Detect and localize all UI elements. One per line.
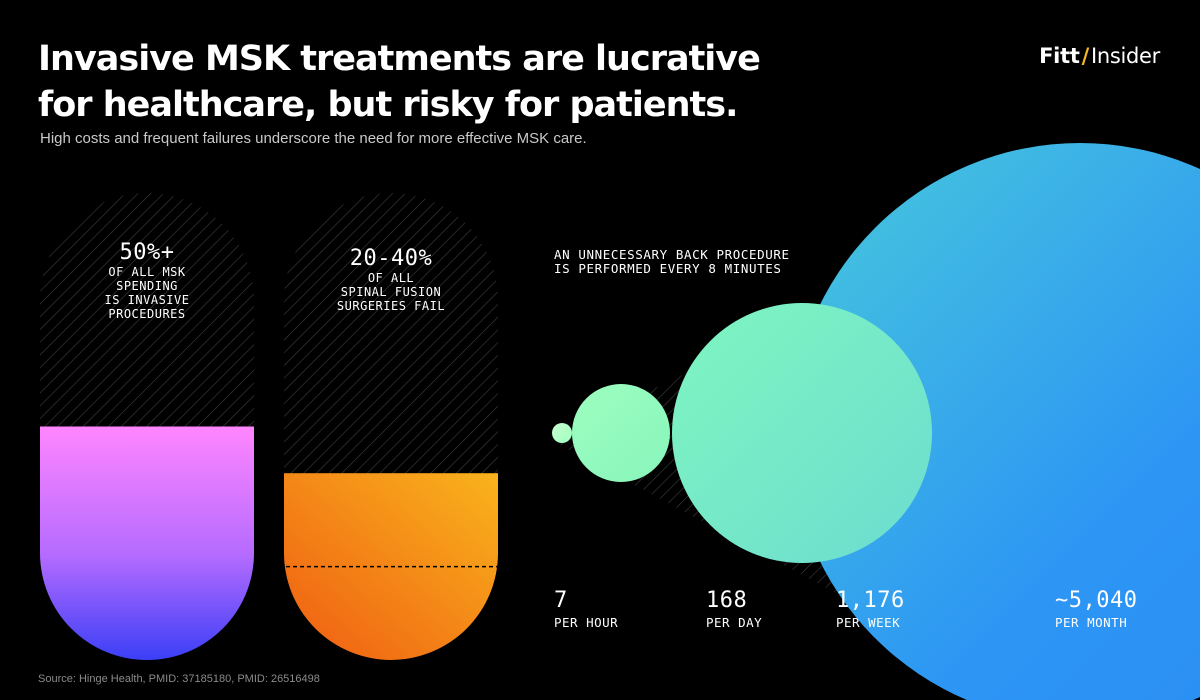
bubble-chart-title: AN UNNECESSARY BACK PROCEDURE IS PERFORM… bbox=[554, 247, 790, 276]
pill-fusion bbox=[284, 193, 498, 660]
page-subtitle: High costs and frequent failures undersc… bbox=[40, 130, 587, 147]
stat-per-month-value: ~5,040 bbox=[1055, 588, 1138, 613]
stat-per-day-value: 168 bbox=[706, 588, 748, 613]
stat-per-month: ~5,040 PER MONTH bbox=[1055, 588, 1137, 630]
pill-spending-label: OF ALL MSK SPENDING IS INVASIVE PROCEDUR… bbox=[104, 265, 190, 321]
pill-spending bbox=[40, 193, 254, 660]
source-note: Source: Hinge Health, PMID: 37185180, PM… bbox=[38, 673, 320, 685]
bubble-per-month bbox=[790, 143, 1200, 700]
bubble-per-week bbox=[672, 303, 932, 563]
bubble-per-day bbox=[572, 384, 670, 482]
stat-per-month-unit: PER MONTH bbox=[1055, 615, 1128, 630]
stat-per-week: 1,176 PER WEEK bbox=[836, 588, 905, 630]
stat-per-week-value: 1,176 bbox=[836, 588, 905, 613]
pill-fusion-value: 20-40% bbox=[349, 246, 433, 271]
brand-logo-insider: Insider bbox=[1090, 44, 1160, 68]
page-title: Invasive MSK treatments are lucrative fo… bbox=[38, 36, 818, 128]
bubble-per-hour bbox=[552, 423, 572, 443]
stat-per-hour-value: 7 bbox=[554, 588, 568, 613]
brand-logo-slash: / bbox=[1081, 44, 1090, 68]
stat-per-hour-unit: PER HOUR bbox=[554, 615, 619, 630]
stat-per-week-unit: PER WEEK bbox=[836, 615, 901, 630]
pill-spending-text: 50%+ OF ALL MSK SPENDING IS INVASIVE PRO… bbox=[40, 240, 254, 321]
stat-per-day-unit: PER DAY bbox=[706, 615, 763, 630]
stat-per-hour: 7 PER HOUR bbox=[554, 588, 618, 630]
title-line-1: Invasive MSK treatments are lucrative bbox=[38, 39, 761, 79]
pill-spending-value: 50%+ bbox=[119, 240, 175, 265]
brand-logo-fitt: Fitt bbox=[1039, 44, 1080, 68]
brand-logo: Fitt/Insider bbox=[1039, 44, 1160, 68]
pill-fusion-label: OF ALL SPINAL FUSION SURGERIES FAIL bbox=[336, 271, 446, 313]
pill-spending-fill-bar bbox=[40, 426, 254, 660]
stat-per-day: 168 PER DAY bbox=[706, 588, 762, 630]
pill-fusion-text: 20-40% OF ALL SPINAL FUSION SURGERIES FA… bbox=[284, 246, 498, 313]
title-line-2: for healthcare, but risky for patients. bbox=[38, 85, 738, 125]
